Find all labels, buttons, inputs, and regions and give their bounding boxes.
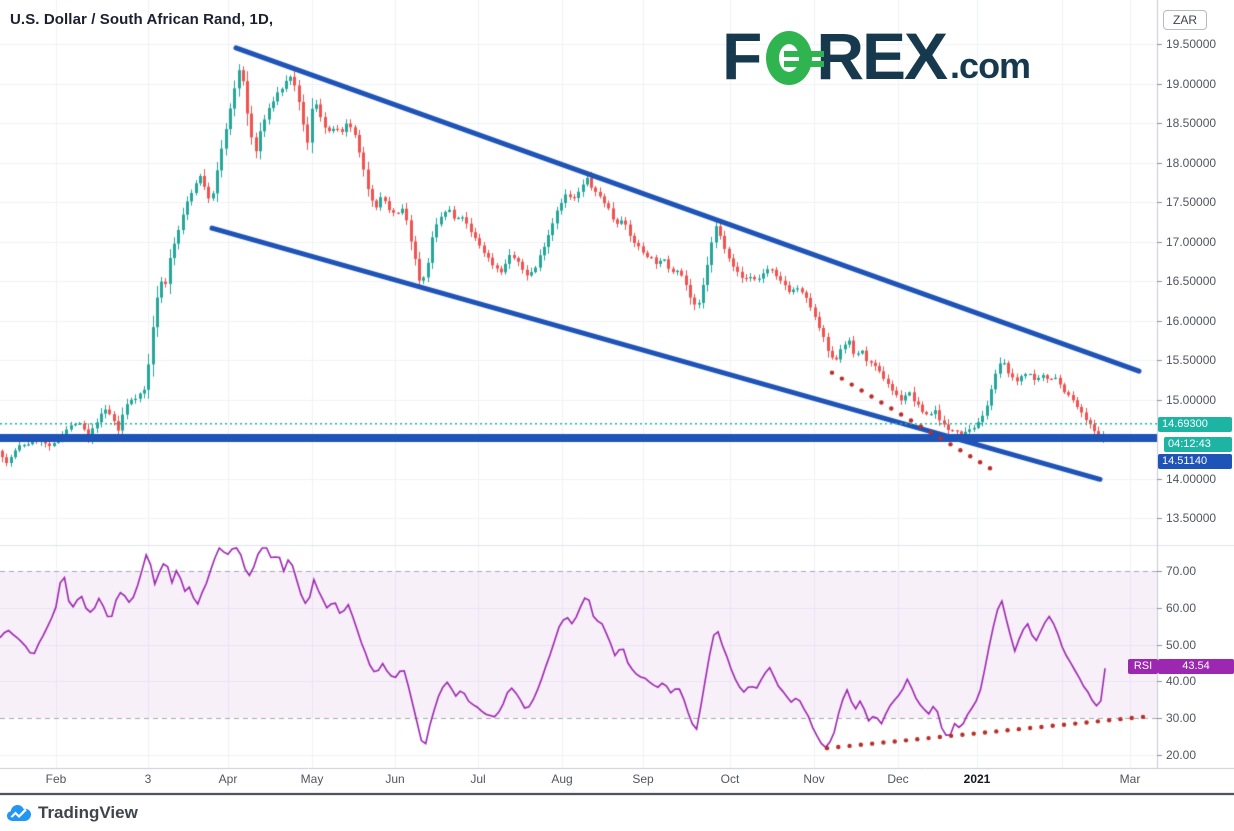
tradingview-cloud-icon [7,805,31,821]
time-tick-label: Dec [887,772,909,786]
time-tick-label: 3 [144,772,152,786]
symbol-title: U.S. Dollar / South African Rand, 1D, [10,11,274,28]
rsi-tick-label: 60.00 [1166,600,1197,615]
price-tick-label: 19.00000 [1166,76,1217,91]
rsi-indicator-label: RSI [1128,659,1158,674]
bar-countdown-label: 04:12:43 [1164,437,1232,452]
forex-watermark: F REX .com [722,19,1031,93]
time-tick-label: Jul [470,772,486,786]
rsi-tick-label: 20.00 [1166,747,1197,762]
price-tick-label: 17.00000 [1166,234,1217,249]
time-tick-label: Jun [385,772,405,786]
price-tick-label: 17.50000 [1166,195,1217,209]
time-tick-label: Sep [632,772,654,786]
horizontal-line-price-label: 14.51140 [1158,454,1232,469]
time-tick-label: Mar [1119,772,1141,786]
rsi-tick-label: 30.00 [1166,711,1197,725]
rsi-value-label: 43.54 [1158,659,1234,674]
price-tick-label: 19.50000 [1166,37,1217,51]
rsi-tick-label: 40.00 [1166,674,1197,689]
price-tick-label: 16.50000 [1166,274,1217,288]
price-tick-label: 15.00000 [1166,392,1217,407]
price-tick-label: 14.00000 [1166,471,1217,486]
symbol-badge-button[interactable]: ZAR [1163,10,1207,30]
forex-currency-o-icon [766,31,825,85]
price-tick-label: 15.50000 [1166,353,1217,367]
time-tick-label: Apr [218,772,238,786]
time-tick-label: Feb [45,772,67,786]
time-tick-label: May [300,772,324,786]
time-tick-label: Oct [720,772,740,786]
tradingview-logo-link[interactable]: TradingView [6,803,138,823]
tradingview-logo-text: TradingView [38,803,138,822]
forex-dot-com: .com [950,45,1031,86]
forex-letters-rex: REX [816,19,948,93]
rsi-tick-label: 50.00 [1166,637,1197,652]
current-price-label: 14.69300 [1158,417,1232,432]
price-tick-label: 13.50000 [1166,511,1217,525]
time-tick-label: 2021 [963,772,991,786]
time-tick-label: Nov [803,772,825,786]
forex-letter-f: F [722,19,762,93]
price-tick-label: 16.00000 [1166,313,1217,328]
price-tick-label: 18.00000 [1166,155,1217,170]
price-tick-label: 18.50000 [1166,116,1217,130]
rsi-tick-label: 70.00 [1166,564,1197,578]
time-tick-label: Aug [551,772,573,786]
